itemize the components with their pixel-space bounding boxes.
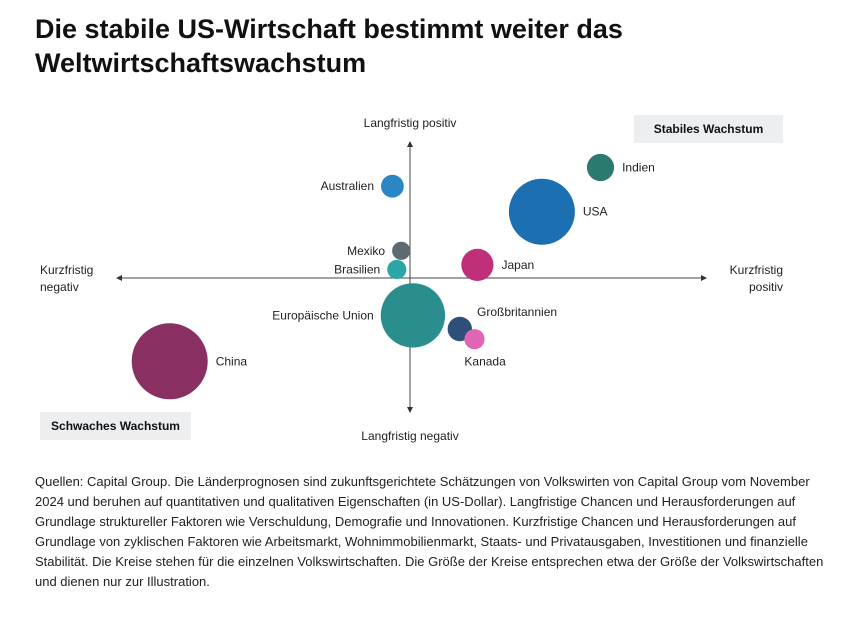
chart-title: Die stabile US-Wirtschaft bestimmt weite…: [35, 14, 623, 78]
bubble-brasilien: [387, 259, 407, 280]
bubble-label-kanada: Kanada: [464, 354, 506, 368]
bubble-australien: [381, 174, 404, 198]
bubble-mexiko: [392, 241, 411, 260]
bubble-label-mexiko: Mexiko: [347, 244, 385, 258]
bubble-label-australien: Australien: [321, 179, 374, 193]
x-axis-label-negative-line2: negativ: [40, 280, 79, 294]
bubble-label-indien: Indien: [622, 161, 655, 175]
x-axis-label-positive-line1: Kurzfristig: [730, 263, 783, 277]
x-axis-label-positive-line2: positiv: [749, 280, 783, 294]
y-axis-label-positive: Langfristig positiv: [364, 116, 457, 130]
bubble-label-japan: Japan: [502, 258, 535, 272]
bubble-label-china: China: [216, 354, 248, 368]
bubble-indien: [586, 153, 615, 182]
x-axis-label-negative-line1: Kurzfristig: [40, 263, 93, 277]
bubble-usa: [508, 178, 575, 245]
quadrant-label-stable-growth: Stabiles Wachstum: [634, 115, 783, 143]
bubble-label-usa: USA: [583, 205, 608, 219]
quadrant-label-weak-growth: Schwaches Wachstum: [40, 412, 191, 440]
y-axis-label-negative: Langfristig negativ: [361, 429, 458, 443]
source-notes: Quellen: Capital Group. Die Länderprogno…: [35, 474, 824, 589]
bubble-kanada: [464, 329, 485, 350]
bubble-chart: Langfristig positiv Langfristig negativ …: [40, 116, 783, 443]
bubbles-group: Indien Australien USA Mexiko Brasilien Japan E…: [131, 153, 655, 400]
bubble-label-europäische-union: Europäische Union: [272, 308, 373, 322]
bubble-label-brasilien: Brasilien: [334, 263, 380, 277]
bubble-europäische-union: [380, 283, 446, 348]
bubble-label-großbritannien: Großbritannien: [477, 305, 557, 319]
bubble-japan: [461, 248, 494, 281]
bubble-china: [131, 323, 208, 400]
